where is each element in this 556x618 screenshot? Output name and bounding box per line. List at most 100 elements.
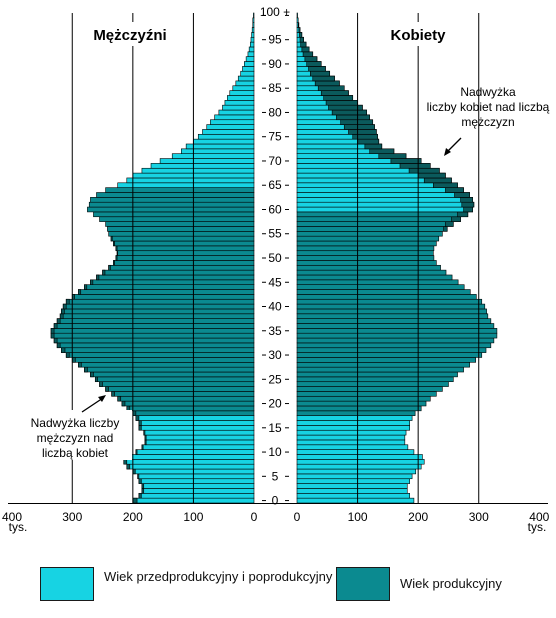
x-tick-men-100: 100 (183, 510, 203, 524)
bar-men-excess-age-16 (138, 420, 142, 426)
bar-women-excess-age-86 (314, 80, 340, 87)
bar-men-excess-age-11 (141, 444, 144, 450)
bar-men-excess-age-31 (61, 347, 66, 353)
bar-men-excess-age-40 (62, 303, 67, 310)
women-panel-title: Kobiety (390, 27, 446, 44)
bar-women-age-7 (296, 463, 422, 470)
bar-women-excess-age-65 (433, 182, 458, 188)
bar-men-age-43 (78, 289, 255, 295)
bar-women-excess-age-88 (310, 70, 331, 77)
x-tick-women-300: 300 (469, 510, 489, 524)
bar-men-age-57 (105, 221, 255, 227)
annotation-women-text: Nadwyżka liczby kobiet nad liczbą mężczyzn (427, 85, 550, 129)
bar-women-age-14 (296, 429, 407, 436)
bar-men-age-44 (84, 284, 255, 290)
bar-men-age-3 (141, 483, 255, 489)
bar-men-age-93 (248, 46, 255, 53)
bar-women-age-10 (296, 449, 415, 455)
bar-men-age-80 (218, 109, 255, 116)
bar-women-age-34 (296, 332, 498, 339)
bar-men-age-100 (253, 12, 255, 19)
bar-men-excess-age-20 (121, 400, 126, 407)
bar-women-age-25 (296, 376, 454, 383)
bar-men-age-7 (126, 463, 255, 470)
bar-men-age-78 (210, 119, 255, 125)
bar-women-age-52 (296, 245, 435, 252)
bar-men-age-28 (78, 362, 255, 368)
women-title-bg (378, 22, 458, 46)
bar-men-excess-age-44 (84, 284, 88, 290)
x-tick-men-300: 300 (62, 510, 82, 524)
annotation-men: Nadwyżka liczby mężczyzn nad liczbą kobiet (20, 395, 132, 460)
age-label-80: 80 (268, 105, 282, 119)
bar-men-age-53 (113, 240, 255, 247)
bar-women-age-57 (296, 221, 454, 227)
bar-men-age-91 (245, 56, 255, 62)
age-label-0: 0 (272, 494, 279, 508)
bar-women-excess-age-92 (302, 51, 314, 57)
bar-women-age-4 (296, 478, 410, 484)
bar-men-age-11 (141, 444, 255, 450)
bar-men-age-15 (138, 425, 255, 431)
bar-women-age-0 (296, 497, 415, 504)
bar-men-excess-age-36 (53, 323, 58, 329)
bar-men-age-46 (96, 274, 255, 281)
bar-women-excess-age-98 (297, 22, 300, 28)
annotation-women-arrow (446, 137, 462, 153)
bar-men-excess-age-33 (53, 337, 58, 344)
bar-men-excess-age-54 (110, 235, 113, 242)
bar-men-age-36 (53, 323, 255, 329)
bar-women-age-15 (296, 425, 410, 431)
bar-women-age-38 (296, 313, 489, 319)
age-label-100: 100 + (260, 5, 290, 19)
bar-men-excess-age-7 (126, 463, 131, 470)
unit-label-left: tys. (9, 520, 28, 534)
bar-women-age-53 (296, 240, 437, 247)
bar-women-age-23 (296, 386, 443, 392)
bar-men-excess-age-46 (96, 274, 100, 281)
age-label-85: 85 (268, 81, 282, 95)
bar-men-age-45 (90, 279, 255, 285)
age-label-25: 25 (268, 372, 282, 386)
bar-men-age-83 (227, 95, 255, 101)
bar-women-excess-age-68 (408, 167, 440, 174)
bar-women-age-30 (296, 352, 483, 358)
bar-men-age-21 (117, 395, 255, 402)
legend-item-pre-post: Wiek przedprodukcyjny i poprodukcyjny (40, 567, 332, 601)
bar-men-excess-age-51 (116, 250, 118, 256)
bar-men-excess-age-22 (111, 391, 115, 397)
bar-women-excess-age-89 (308, 66, 326, 72)
bar-men-age-62 (90, 197, 255, 203)
bar-women-age-45 (296, 279, 459, 285)
bar-men-age-32 (56, 342, 255, 349)
bar-men-age-95 (250, 36, 255, 43)
bar-women-excess-age-69 (399, 163, 431, 169)
bar-women-excess-age-64 (445, 187, 464, 193)
bar-women-excess-age-61 (461, 201, 475, 208)
bar-men-age-24 (99, 381, 255, 387)
bar-men-excess-age-24 (99, 381, 103, 387)
bar-men-age-51 (116, 250, 255, 256)
bar-men-excess-age-10 (135, 449, 138, 455)
x-tick-women-400: 400 (529, 510, 549, 524)
bar-women-excess-age-72 (369, 148, 395, 154)
bar-women-age-64 (296, 187, 464, 193)
bar-men-age-8 (123, 459, 255, 465)
bar-women-age-3 (296, 483, 408, 489)
bar-women-age-9 (296, 454, 423, 460)
bar-women-age-43 (296, 289, 471, 295)
age-label-15: 15 (268, 421, 282, 435)
bar-women-age-54 (296, 235, 440, 242)
bar-men-age-86 (235, 80, 255, 87)
bar-men-excess-age-43 (78, 289, 82, 295)
bar-women-excess-age-78 (340, 119, 374, 125)
bar-men-age-89 (242, 66, 255, 72)
bar-men-age-40 (62, 303, 255, 310)
x-tick-women-200: 200 (408, 510, 428, 524)
bar-men-excess-age-15 (138, 425, 142, 431)
legend-swatch-pre-post (40, 567, 94, 601)
bar-men-age-48 (108, 264, 255, 271)
bar-women-age-11 (296, 444, 409, 450)
bar-men-age-14 (143, 429, 255, 436)
bar-men-age-25 (94, 376, 255, 383)
